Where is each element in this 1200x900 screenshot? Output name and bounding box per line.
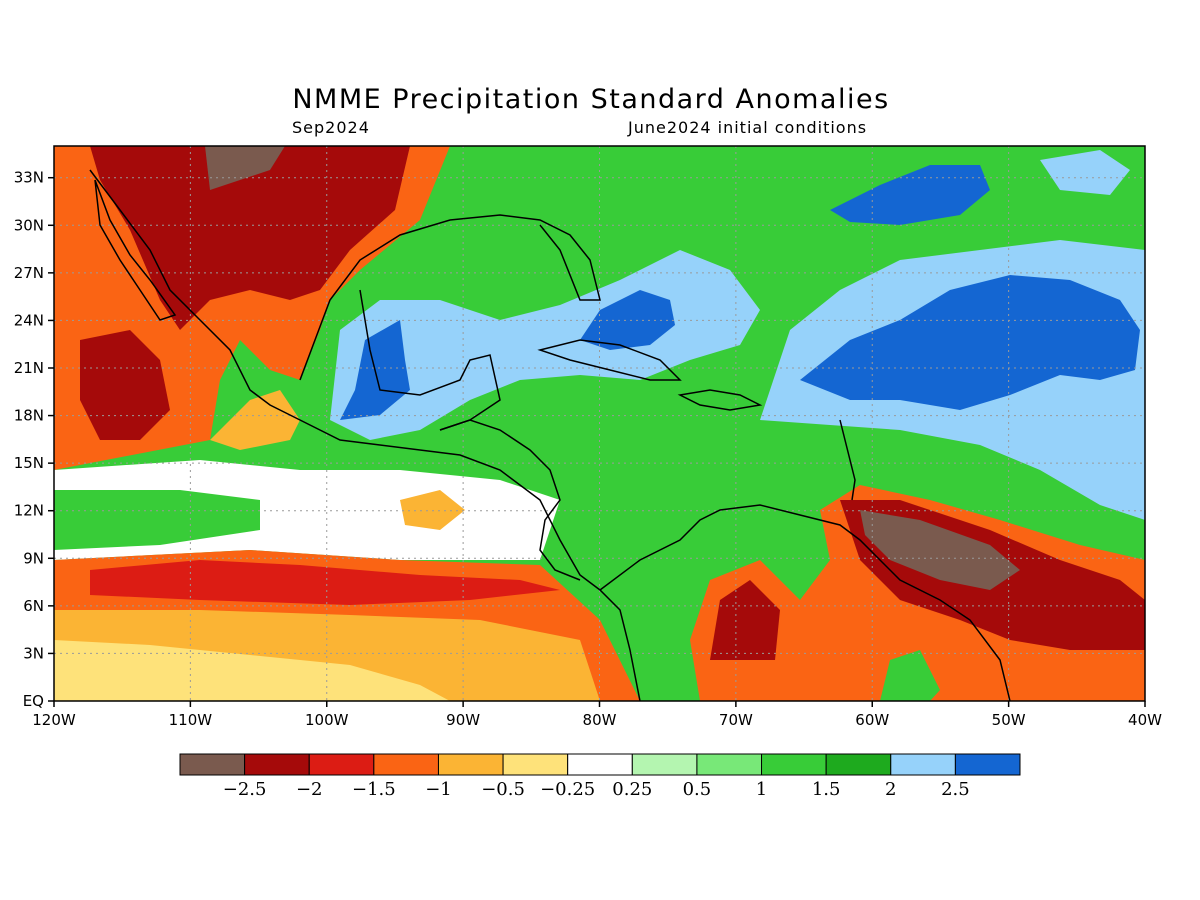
chart-title: NMME Precipitation Standard Anomalies xyxy=(292,84,890,115)
coastline-central-america xyxy=(439,419,581,581)
lat-tick-label-4: 12N xyxy=(14,502,44,520)
anomaly-region-itcz-very-dry xyxy=(90,560,560,605)
colorbar-label-10: 2 xyxy=(885,779,896,800)
lat-tick-label-7: 21N xyxy=(14,359,44,377)
coastline-south-america xyxy=(599,504,1011,701)
anomaly-region-mexico-very-dry xyxy=(90,146,410,330)
colorbar-swatch-7 xyxy=(631,753,698,776)
colorbar-label-9: 1.5 xyxy=(812,779,841,800)
anomaly-region-pacific-dry-spot xyxy=(400,490,465,530)
anomaly-region-south-america-very-dry xyxy=(710,580,780,660)
coastline-cuba xyxy=(537,339,682,381)
lon-tick-label-3: 90W xyxy=(446,711,480,729)
lat-tick-label-5: 15N xyxy=(14,454,44,472)
colorbar-swatch-9 xyxy=(761,753,827,776)
anomaly-region-bahamas-very-wet xyxy=(580,290,675,350)
colorbar-label-11: 2.5 xyxy=(941,779,970,800)
forecast-month: Sep2024 xyxy=(292,118,370,137)
latitude-axis: EQ 3N 6N 9N 12N 15N 18N 21N 24N 27N 30N 33N xyxy=(14,169,54,710)
colorbar-swatch-11 xyxy=(890,753,956,776)
coastline-hispaniola xyxy=(677,389,763,411)
colorbar-label-3: −1 xyxy=(425,779,452,800)
colorbar-label-7: 0.5 xyxy=(683,779,712,800)
colorbar-label-8: 1 xyxy=(756,779,767,800)
anomaly-field xyxy=(54,146,1145,701)
anomaly-region-northeast-very-wet xyxy=(830,165,990,225)
lat-tick-label-9: 27N xyxy=(14,264,44,282)
coastline-pacific-mexico xyxy=(89,169,641,701)
colorbar-swatch-0 xyxy=(179,753,246,776)
colorbar-label-6: 0.25 xyxy=(612,779,652,800)
coastline-gulf-mexico xyxy=(299,214,601,431)
lon-tick-label-1: 110W xyxy=(169,711,213,729)
colorbar-swatch-3 xyxy=(373,753,439,776)
anomaly-region-northeast-light-wet xyxy=(1040,150,1130,195)
colorbar-label-4: −0.5 xyxy=(481,779,525,800)
anomaly-region-pacific-coast-very-dry xyxy=(80,330,170,440)
graticule xyxy=(54,146,1145,701)
colorbar-label-1: −2 xyxy=(296,779,323,800)
initial-conditions-label: June2024 initial conditions xyxy=(628,118,868,137)
lat-tick-label-1: 3N xyxy=(23,644,44,662)
lat-tick-label-8: 24N xyxy=(14,311,44,329)
colorbar-swatch-10 xyxy=(825,753,892,776)
anomaly-region-equatorial-light-dry xyxy=(54,640,450,701)
coastline-lesser-antilles xyxy=(839,419,856,501)
lon-tick-label-7: 50W xyxy=(992,711,1026,729)
anomaly-region-pacific-wet-band xyxy=(54,490,260,550)
anomaly-region-guianas-extreme-dry xyxy=(860,510,1020,590)
lon-tick-label-6: 60W xyxy=(855,711,889,729)
lat-tick-label-11: 33N xyxy=(14,169,44,187)
lon-tick-label-5: 70W xyxy=(719,711,753,729)
colorbar-swatch-2 xyxy=(308,753,375,776)
colorbar-swatch-5 xyxy=(502,753,569,776)
lon-tick-label-4: 80W xyxy=(583,711,617,729)
coastlines xyxy=(89,169,1011,701)
lat-tick-label-6: 18N xyxy=(14,407,44,425)
lat-tick-label-3: 9N xyxy=(23,549,44,567)
colorbar-swatch-4 xyxy=(437,753,504,776)
anomaly-region-amazon-wet xyxy=(880,650,940,701)
lat-tick-label-0: EQ xyxy=(23,692,44,710)
lat-tick-label-10: 30N xyxy=(14,216,44,234)
lon-tick-label-0: 120W xyxy=(32,711,76,729)
colorbar-swatch-6 xyxy=(567,753,633,776)
colorbar-swatch-12 xyxy=(954,753,1021,776)
lon-tick-label-8: 40W xyxy=(1128,711,1162,729)
lat-tick-label-2: 6N xyxy=(23,597,44,615)
longitude-axis: 120W 110W 100W 90W 80W 70W 60W 50W 40W xyxy=(32,701,1162,729)
colorbar-label-0: −2.5 xyxy=(223,779,267,800)
anomaly-region-atlantic-very-wet xyxy=(800,275,1140,410)
colorbar-swatch-1 xyxy=(244,753,310,776)
lon-tick-label-2: 100W xyxy=(305,711,349,729)
colorbar-label-5: −0.25 xyxy=(540,779,595,800)
coastline-baja-california xyxy=(94,179,177,321)
anomaly-region-mexico-transition xyxy=(210,390,300,450)
colorbar-label-2: −1.5 xyxy=(352,779,396,800)
colorbar-swatch-8 xyxy=(696,753,763,776)
anomaly-region-southwest-extreme-dry xyxy=(205,146,285,190)
colorbar: −2.5 −2 −1.5 −1 −0.5 −0.25 0.25 0.5 1 1.5 2 2.5 xyxy=(179,753,1021,800)
